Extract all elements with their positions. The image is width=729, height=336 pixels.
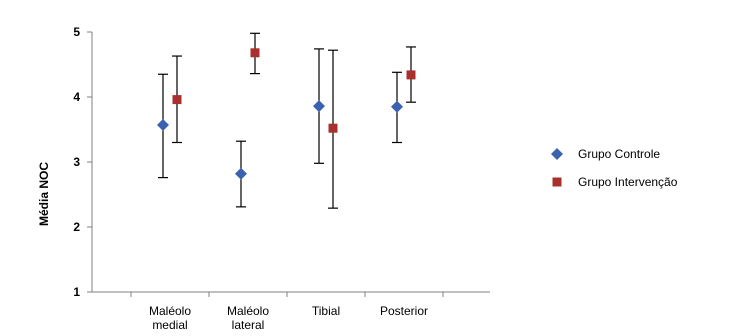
x-tick-label: Tibial	[312, 304, 340, 318]
x-tick-label: Posterior	[380, 304, 428, 318]
data-point	[391, 100, 403, 113]
data-point	[235, 167, 247, 180]
y-tick-label: 3	[73, 155, 80, 169]
data-point	[328, 123, 338, 133]
y-tick-label: 5	[73, 25, 80, 39]
legend-label: Grupo Controle	[578, 147, 660, 161]
data-points	[157, 48, 416, 180]
legend-marker	[552, 177, 562, 187]
data-point	[313, 100, 325, 113]
x-tick-label: Maléolo lateral	[227, 304, 269, 332]
legend: Grupo Controle Grupo Intervenção	[551, 147, 678, 189]
legend-marker	[551, 148, 563, 160]
y-tick-label: 1	[73, 285, 80, 299]
data-point	[157, 118, 169, 131]
legend-label: Grupo Intervenção	[578, 175, 678, 189]
data-point	[250, 48, 260, 58]
x-tick-label: Maléolo medial	[149, 304, 191, 332]
y-tick-label: 2	[73, 220, 80, 234]
data-point	[172, 95, 182, 105]
y-axis-title: Média NOC	[37, 162, 51, 226]
axes: 1 2 3 4 5 Maléolo medial Maléolo lateral Tibial Po…	[73, 25, 490, 332]
y-tick-label: 4	[73, 90, 80, 104]
data-point	[406, 70, 416, 80]
error-bars	[158, 32, 416, 209]
